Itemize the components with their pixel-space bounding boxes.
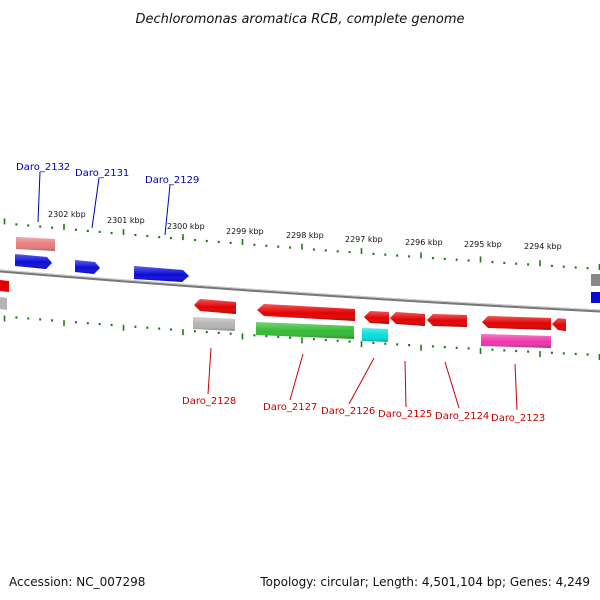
gene-daro-2125-arrow[interactable] [390,312,425,326]
ruler-label-2295: 2295 kbp [464,240,502,249]
gene-label-daro-2126[interactable]: Daro_2126 [321,406,375,417]
gene-left-edge-red[interactable] [0,280,9,292]
ruler-label-2297: 2297 kbp [345,235,383,244]
gene-daro-2132-arrow[interactable] [15,254,52,269]
genome-backbone [0,269,600,313]
reverse-gene-labels: Daro_2128 Daro_2127 Daro_2126 Daro_2125 … [182,396,545,424]
gene-left-edge-grey[interactable] [0,297,7,310]
ruler-labels: 2302 kbp 2301 kbp 2300 kbp 2299 kbp 2298… [48,210,562,251]
gene-label-daro-2125[interactable]: Daro_2125 [378,409,432,420]
gene-label-daro-2128[interactable]: Daro_2128 [182,396,236,407]
gene-label-daro-2131[interactable]: Daro_2131 [75,168,129,179]
gene-daro-2128-grey[interactable] [193,317,235,331]
ruler-label-2302: 2302 kbp [48,210,86,219]
forward-gene-labels: Daro_2132 Daro_2131 Daro_2129 [16,162,199,186]
ruler-label-2301: 2301 kbp [107,216,145,225]
gene-daro-2129-arrow[interactable] [134,266,189,282]
gene-daro-2123-pink[interactable] [481,334,551,348]
map-title: Dechloromonas aromatica RCB, complete ge… [135,12,464,27]
gene-right-edge-grey[interactable] [591,274,600,286]
reverse-callout-lines [207,347,518,411]
forward-strand-genes [15,237,600,303]
ruler-label-2296: 2296 kbp [405,238,443,247]
ruler-label-2299: 2299 kbp [226,227,264,236]
ruler-label-2294: 2294 kbp [524,242,562,251]
ruler-label-2300: 2300 kbp [167,222,205,231]
upper-ruler-ticks [3,218,600,270]
gene-daro-2126-cyan[interactable] [362,328,388,342]
gene-label-daro-2124[interactable]: Daro_2124 [435,411,489,422]
gene-label-daro-2123[interactable]: Daro_2123 [491,413,545,424]
ruler-label-2298: 2298 kbp [286,231,324,240]
gene-daro-2131-arrow[interactable] [75,260,100,274]
reverse-strand-genes [0,280,566,348]
gene-light-red-forward[interactable] [16,237,55,251]
gene-daro-2126-arrow[interactable] [364,311,389,324]
forward-callout-lines [37,171,171,236]
gene-daro-2124-arrow[interactable] [427,314,467,327]
gene-daro-2123-small-arrow[interactable] [552,318,566,331]
gene-label-daro-2127[interactable]: Daro_2127 [263,402,317,413]
gene-daro-2123-arrow[interactable] [482,316,551,330]
gene-label-daro-2132[interactable]: Daro_2132 [16,162,70,173]
gene-daro-2128-arrow[interactable] [194,299,236,314]
accession-text: Accession: NC_007298 [9,575,145,589]
gene-daro-2127-arrow[interactable] [257,304,355,321]
gene-label-daro-2129[interactable]: Daro_2129 [145,175,199,186]
gene-right-edge-blue[interactable] [591,292,600,303]
gene-daro-2127-green[interactable] [256,322,354,339]
genome-summary-text: Topology: circular; Length: 4,501,104 bp… [259,575,590,589]
